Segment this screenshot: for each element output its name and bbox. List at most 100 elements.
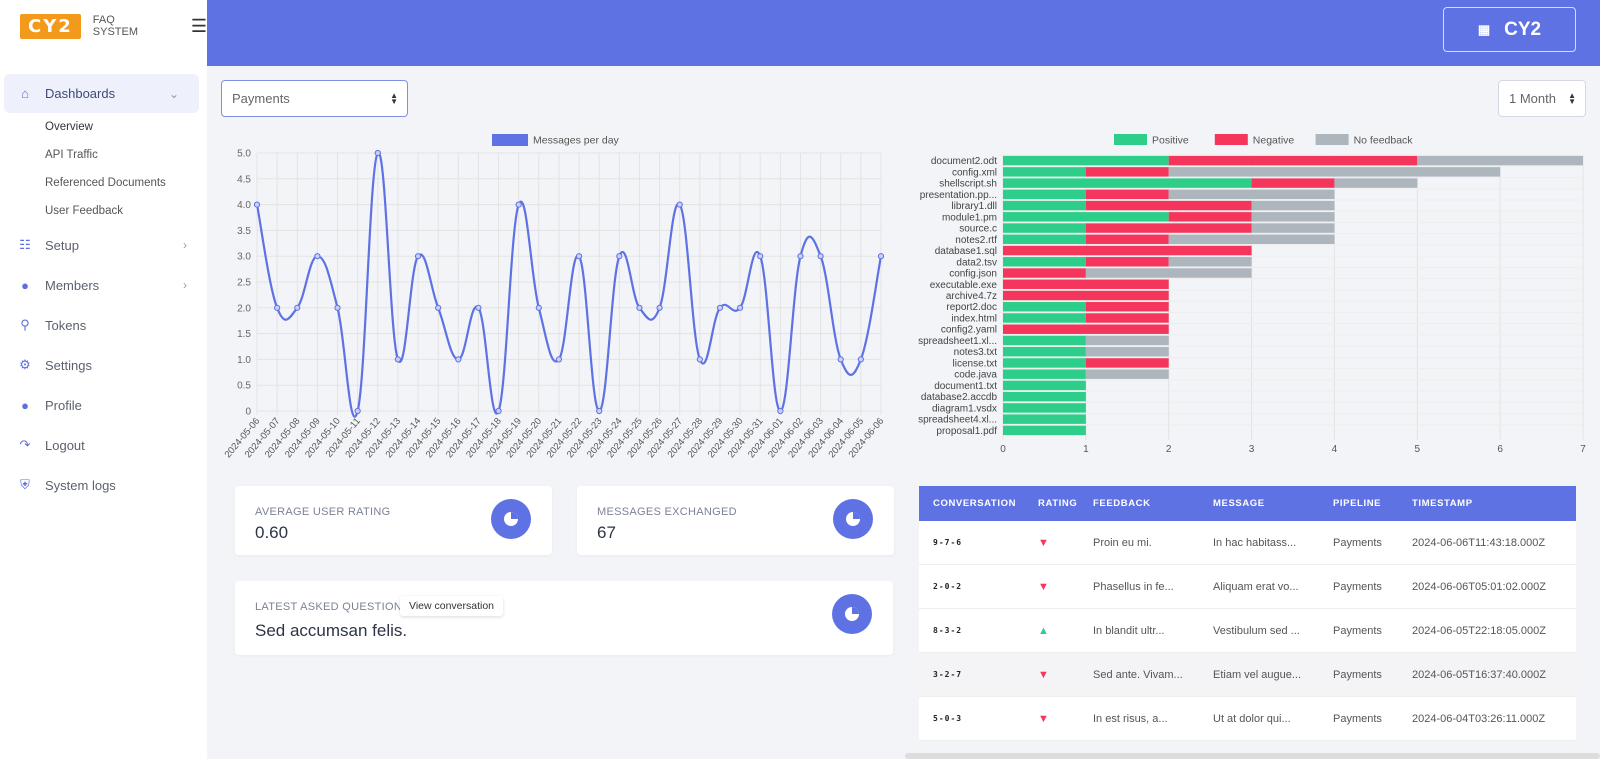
y-tick-label: 2.5 [237, 278, 251, 289]
data-point [455, 356, 462, 363]
x-tick-label: 2 [1166, 444, 1172, 455]
sidebar-item-profile[interactable]: ● Profile [0, 385, 207, 425]
bar-segment [1168, 189, 1335, 200]
y-tick-label: document1.txt [934, 381, 997, 392]
sidebar-item-logout[interactable]: ↷ Logout [0, 425, 207, 465]
data-point [515, 201, 522, 208]
sidebar-item-label: Setup [45, 237, 79, 253]
y-tick-label: 1.0 [237, 355, 251, 366]
sidebar-item-dashboards[interactable]: ⌂ Dashboards ⌄ [4, 74, 199, 113]
sidebar-item-members[interactable]: ● Members › [0, 265, 207, 305]
feedback-cell: In blandit ultr... [1093, 624, 1165, 637]
sidebar-subitem-referenced-documents[interactable]: Referenced Documents [45, 177, 166, 189]
x-tick-label: 3 [1249, 444, 1255, 455]
sidebar-subitem-user-feedback[interactable]: User Feedback [45, 205, 123, 217]
data-point [435, 304, 442, 311]
pipeline-cell: Payments [1333, 536, 1382, 549]
gear-icon: ⚙ [19, 357, 31, 372]
column-header[interactable]: MESSAGE [1213, 498, 1265, 509]
y-tick-label: library1.dll [951, 201, 997, 212]
bar-segment [1003, 223, 1086, 233]
sidebar-item-label: Tokens [45, 317, 87, 333]
bar-segment [1003, 403, 1086, 413]
timestamp-cell: 2024-06-06T11:43:18.000Z [1412, 536, 1546, 549]
table-row[interactable]: 8-3-2 ▲ In blandit ultr... Vestibulum se… [919, 609, 1576, 653]
bar-segment [1003, 200, 1086, 211]
sidebar-subitem-api-traffic[interactable]: API Traffic [45, 149, 98, 161]
column-header[interactable]: CONVERSATION [933, 498, 1017, 509]
select-arrows-icon: ▲ ▼ [390, 90, 398, 106]
bar-segment [1085, 313, 1169, 323]
period-select-value: 1 Month [1509, 91, 1556, 106]
data-point [857, 356, 864, 363]
bar-segment [1003, 358, 1086, 368]
bar-segment [1003, 212, 1169, 222]
pipeline-select[interactable]: Payments ▲ ▼ [221, 80, 408, 117]
data-point [837, 356, 844, 363]
card-value: 67 [597, 523, 616, 542]
bar-segment [1085, 167, 1169, 177]
feedback-cell: Proin eu mi. [1093, 536, 1152, 549]
sidebar-subitem-overview[interactable]: Overview [45, 121, 93, 133]
sidebar-item-tokens[interactable]: ⚲ Tokens [0, 305, 207, 345]
logo[interactable]: CY2 [20, 13, 81, 39]
bar-segment [1334, 178, 1418, 188]
card-value: 0.60 [255, 523, 289, 542]
y-tick-label: notes3.txt [954, 347, 998, 358]
table-row[interactable]: 3-2-7 ▼ Sed ante. Vivam... Etiam vel aug… [919, 653, 1576, 697]
table-row[interactable]: 2-0-2 ▼ Phasellus in fe... Aliquam erat … [919, 565, 1576, 609]
data-point [877, 253, 885, 260]
feedback-cell: Phasellus in fe... [1093, 580, 1174, 593]
legend-swatch [1214, 134, 1248, 145]
column-header[interactable]: PIPELINE [1333, 498, 1382, 509]
sidebar-item-system-logs[interactable]: ⛨ System logs [0, 465, 207, 505]
period-select[interactable]: 1 Month ▲ ▼ [1498, 80, 1586, 117]
sidebar-item-setup[interactable]: ☷ Setup › [0, 225, 207, 265]
pie-chart-icon [832, 594, 872, 634]
nav: ⌂ Dashboards ⌄ Overview API Traffic Refe… [0, 74, 207, 505]
menu-toggle-icon[interactable]: ☰ [190, 16, 207, 36]
data-point [394, 356, 402, 363]
thumbs-down-icon: ▼ [1038, 712, 1049, 725]
user-menu-button[interactable]: ▦ CY2 [1443, 7, 1576, 52]
sidebar-item-label: Members [45, 277, 100, 293]
sidebar-item-label: Profile [45, 397, 82, 413]
bar-segment [1085, 189, 1169, 200]
card-label: AVERAGE USER RATING [255, 506, 391, 518]
y-tick-label: executable.exe [930, 280, 998, 291]
horizontal-scrollbar[interactable] [905, 753, 1600, 759]
legend-swatch [1315, 134, 1349, 145]
column-header[interactable]: TIMESTAMP [1412, 498, 1473, 509]
bar-segment [1003, 257, 1086, 267]
pipeline-cell: Payments [1333, 580, 1382, 593]
bar-segment [1003, 155, 1169, 166]
y-tick-label: report2.doc [946, 302, 997, 313]
sidebar-item-settings[interactable]: ⚙ Settings [0, 345, 207, 385]
bar-segment [1003, 167, 1086, 177]
pie-chart-icon [491, 499, 531, 539]
y-tick-label: 4.5 [237, 174, 251, 185]
chevron-right-icon: › [183, 238, 187, 252]
column-header[interactable]: RATING [1038, 498, 1078, 509]
bar-segment [1085, 223, 1252, 233]
messages-exchanged-card: MESSAGES EXCHANGED 67 [577, 486, 894, 555]
data-point [414, 253, 422, 260]
view-conversation-button[interactable]: View conversation [400, 596, 504, 616]
message-cell: Aliquam erat vo... [1213, 580, 1299, 593]
data-point [274, 304, 281, 311]
table-row[interactable]: 5-0-3 ▼ In est risus, a... Ut at dolor q… [919, 697, 1576, 741]
bar-segment [1003, 369, 1086, 379]
column-header[interactable]: FEEDBACK [1093, 498, 1151, 509]
conversation-id: 3-2-7 [933, 670, 963, 679]
bar-segment [1003, 178, 1252, 188]
timestamp-cell: 2024-06-06T05:01:02.000Z [1412, 580, 1546, 593]
y-tick-label: index.html [951, 313, 997, 324]
y-tick-label: presentation.pp... [920, 190, 997, 201]
pipeline-cell: Payments [1333, 668, 1382, 681]
data-point [797, 253, 804, 260]
conversation-id: 2-0-2 [933, 582, 963, 591]
table-row[interactable]: 9-7-6 ▼ Proin eu mi. In hac habitass... … [919, 521, 1576, 565]
bar-segment [1085, 200, 1252, 211]
sidebar-item-label: Logout [45, 437, 85, 453]
conversation-id: 5-0-3 [933, 714, 963, 723]
